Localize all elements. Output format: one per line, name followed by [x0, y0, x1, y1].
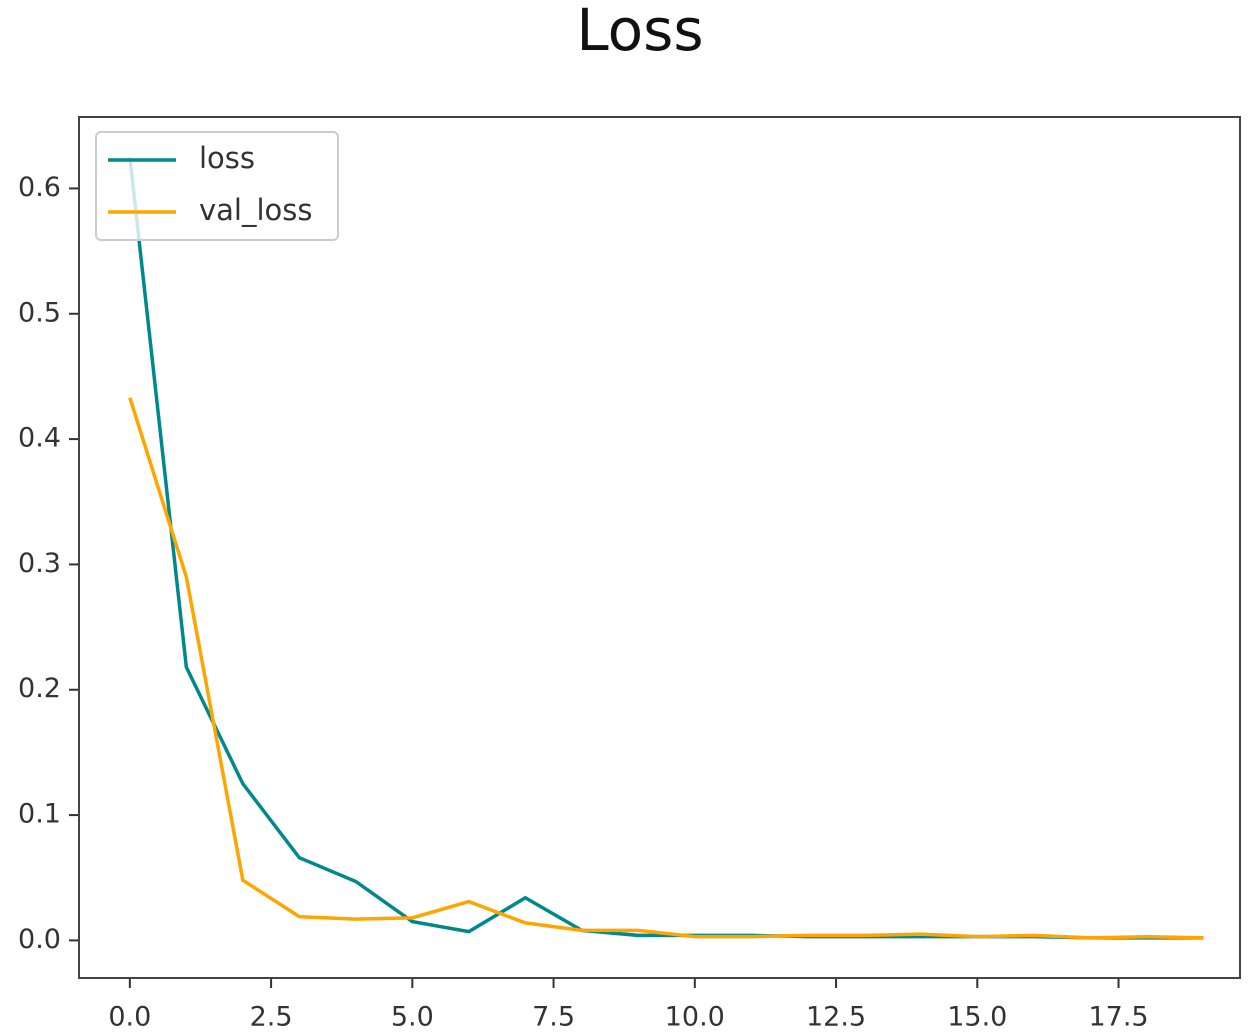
y-tick-label: 0.5 — [18, 297, 61, 328]
legend-label: val_loss — [199, 193, 313, 227]
y-tick-label: 0.6 — [18, 172, 61, 203]
chart-title: Loss — [576, 0, 703, 64]
x-tick-label: 10.0 — [665, 1002, 725, 1033]
y-tick-label: 0.3 — [18, 548, 61, 579]
legend-label: loss — [199, 141, 255, 175]
x-tick-label: 7.5 — [532, 1002, 575, 1033]
series-line — [128, 156, 1204, 940]
series-line — [128, 397, 1204, 940]
x-tick-label: 2.5 — [250, 1002, 293, 1033]
y-tick-label: 0.4 — [18, 423, 61, 454]
x-tick-label: 17.5 — [1088, 1002, 1148, 1033]
x-tick-label: 12.5 — [806, 1002, 866, 1033]
x-tick-label: 15.0 — [947, 1002, 1007, 1033]
y-tick-label: 0.2 — [18, 673, 61, 704]
x-tick-label: 5.0 — [391, 1002, 434, 1033]
y-tick-label: 0.1 — [18, 799, 61, 830]
plot-frame — [78, 116, 1241, 979]
y-tick-label: 0.0 — [18, 924, 61, 955]
x-tick-label: 0.0 — [108, 1002, 151, 1033]
